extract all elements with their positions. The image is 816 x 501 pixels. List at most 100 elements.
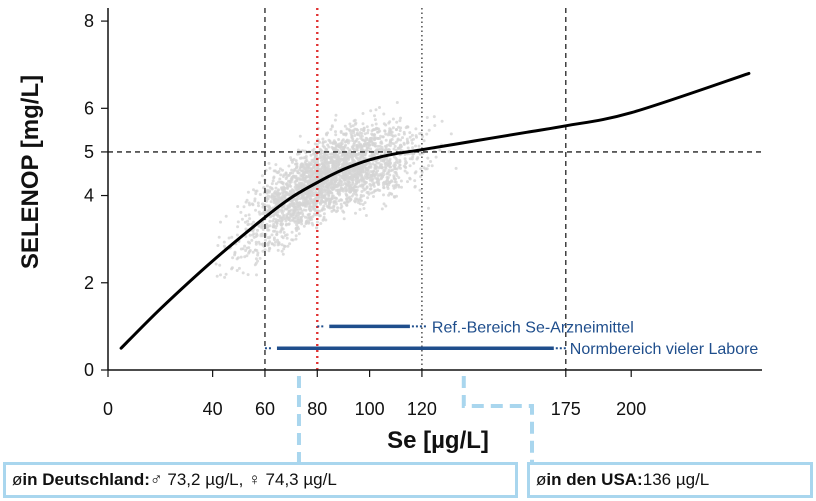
scatter-point [342, 171, 346, 175]
trend-curve [119, 71, 751, 350]
scatter-point [321, 154, 324, 158]
scatter-point [351, 159, 355, 163]
scatter-point [447, 150, 451, 154]
scatter-point [348, 177, 352, 181]
scatter-point [332, 148, 336, 152]
scatter-point [244, 235, 248, 238]
scatter-point [411, 155, 415, 159]
scatter-point [290, 168, 294, 172]
scatter-point [246, 240, 250, 244]
scatter-point [265, 199, 269, 203]
scatter-point [315, 209, 319, 213]
scatter-point [340, 154, 344, 158]
scatter-point [368, 173, 372, 177]
scatter-point [284, 177, 288, 181]
scatter-point [367, 143, 371, 147]
scatter-point [312, 194, 316, 197]
scatter-point [315, 159, 319, 163]
scatter-point [296, 152, 299, 156]
scatter-point [384, 204, 388, 208]
scatter-point [282, 217, 286, 220]
scatter-point [309, 180, 313, 184]
scatter-point [376, 130, 380, 134]
scatter-point [357, 141, 361, 144]
scatter-point [280, 243, 284, 247]
scatter-point [398, 163, 402, 167]
scatter-point [334, 210, 338, 214]
scatter-point [337, 138, 341, 141]
scatter-point [272, 229, 275, 233]
scatter-point [399, 116, 402, 120]
scatter-point [237, 266, 241, 270]
scatter-point [374, 170, 378, 174]
scatter-point [218, 263, 222, 267]
scatter-point [321, 165, 325, 169]
scatter-point [330, 191, 333, 195]
scatter-point [337, 199, 341, 203]
scatter-point [285, 182, 289, 186]
scatter-point [374, 144, 377, 148]
scatter-point [414, 144, 417, 148]
scatter-point [343, 152, 347, 156]
scatter-point [399, 179, 403, 183]
scatter-point [384, 182, 388, 186]
scatter-point [382, 193, 385, 197]
scatter-point [376, 180, 380, 184]
x-tick-label: 200 [616, 399, 646, 419]
scatter-point [347, 158, 351, 161]
scatter-point [347, 128, 351, 132]
scatter-point [276, 238, 279, 242]
scatter-point [328, 161, 332, 165]
scatter-point [406, 180, 409, 184]
scatter-point [361, 112, 365, 115]
y-tick-label: 2 [84, 273, 94, 293]
scatter-point [303, 192, 307, 196]
scatter-point [334, 200, 338, 204]
scatter-point [365, 148, 368, 152]
scatter-point [288, 242, 292, 246]
scatter-point [340, 142, 344, 146]
scatter-point [373, 133, 377, 137]
scatter-point [334, 130, 337, 134]
scatter-point [270, 242, 274, 246]
scatter-point [315, 153, 319, 157]
scatter-point [294, 234, 298, 238]
scatter-point [268, 166, 272, 170]
germany-note-label: in Deutschland: [22, 470, 150, 489]
scatter-point [328, 182, 332, 186]
scatter-point [285, 236, 289, 240]
scatter-point [395, 183, 399, 187]
scatter-point [313, 175, 317, 179]
scatter-point [298, 178, 302, 182]
scatter-point [299, 164, 303, 168]
scatter-point [359, 172, 363, 176]
scatter-point [381, 158, 385, 162]
scatter-point [276, 241, 280, 245]
scatter-point [321, 137, 325, 141]
scatter-point [410, 138, 414, 142]
scatter-point [248, 217, 252, 221]
scatter-point [241, 271, 245, 275]
scatter-point [354, 211, 357, 215]
scatter-point [391, 117, 395, 121]
scatter-point [383, 169, 387, 173]
scatter-point [397, 165, 401, 169]
scatter-point [402, 130, 406, 134]
y-tick-label: 0 [84, 360, 94, 380]
scatter-point [268, 185, 272, 189]
scatter-point [408, 164, 412, 168]
scatter-point [284, 173, 288, 177]
axes: 0 40 60 80 100 120 175 200 0 2 4 5 6 8 [84, 8, 762, 419]
scatter-point [344, 132, 348, 136]
scatter-point [388, 157, 392, 161]
scatter-point [265, 204, 269, 208]
scatter-point [347, 188, 351, 192]
scatter-point [320, 208, 324, 212]
scatter-point [332, 200, 336, 204]
scatter-point [267, 236, 271, 240]
scatter-point [244, 249, 248, 252]
scatter-point [279, 229, 283, 233]
scatter-point [351, 186, 355, 190]
scatter-point [351, 156, 354, 159]
scatter-point [233, 250, 237, 254]
